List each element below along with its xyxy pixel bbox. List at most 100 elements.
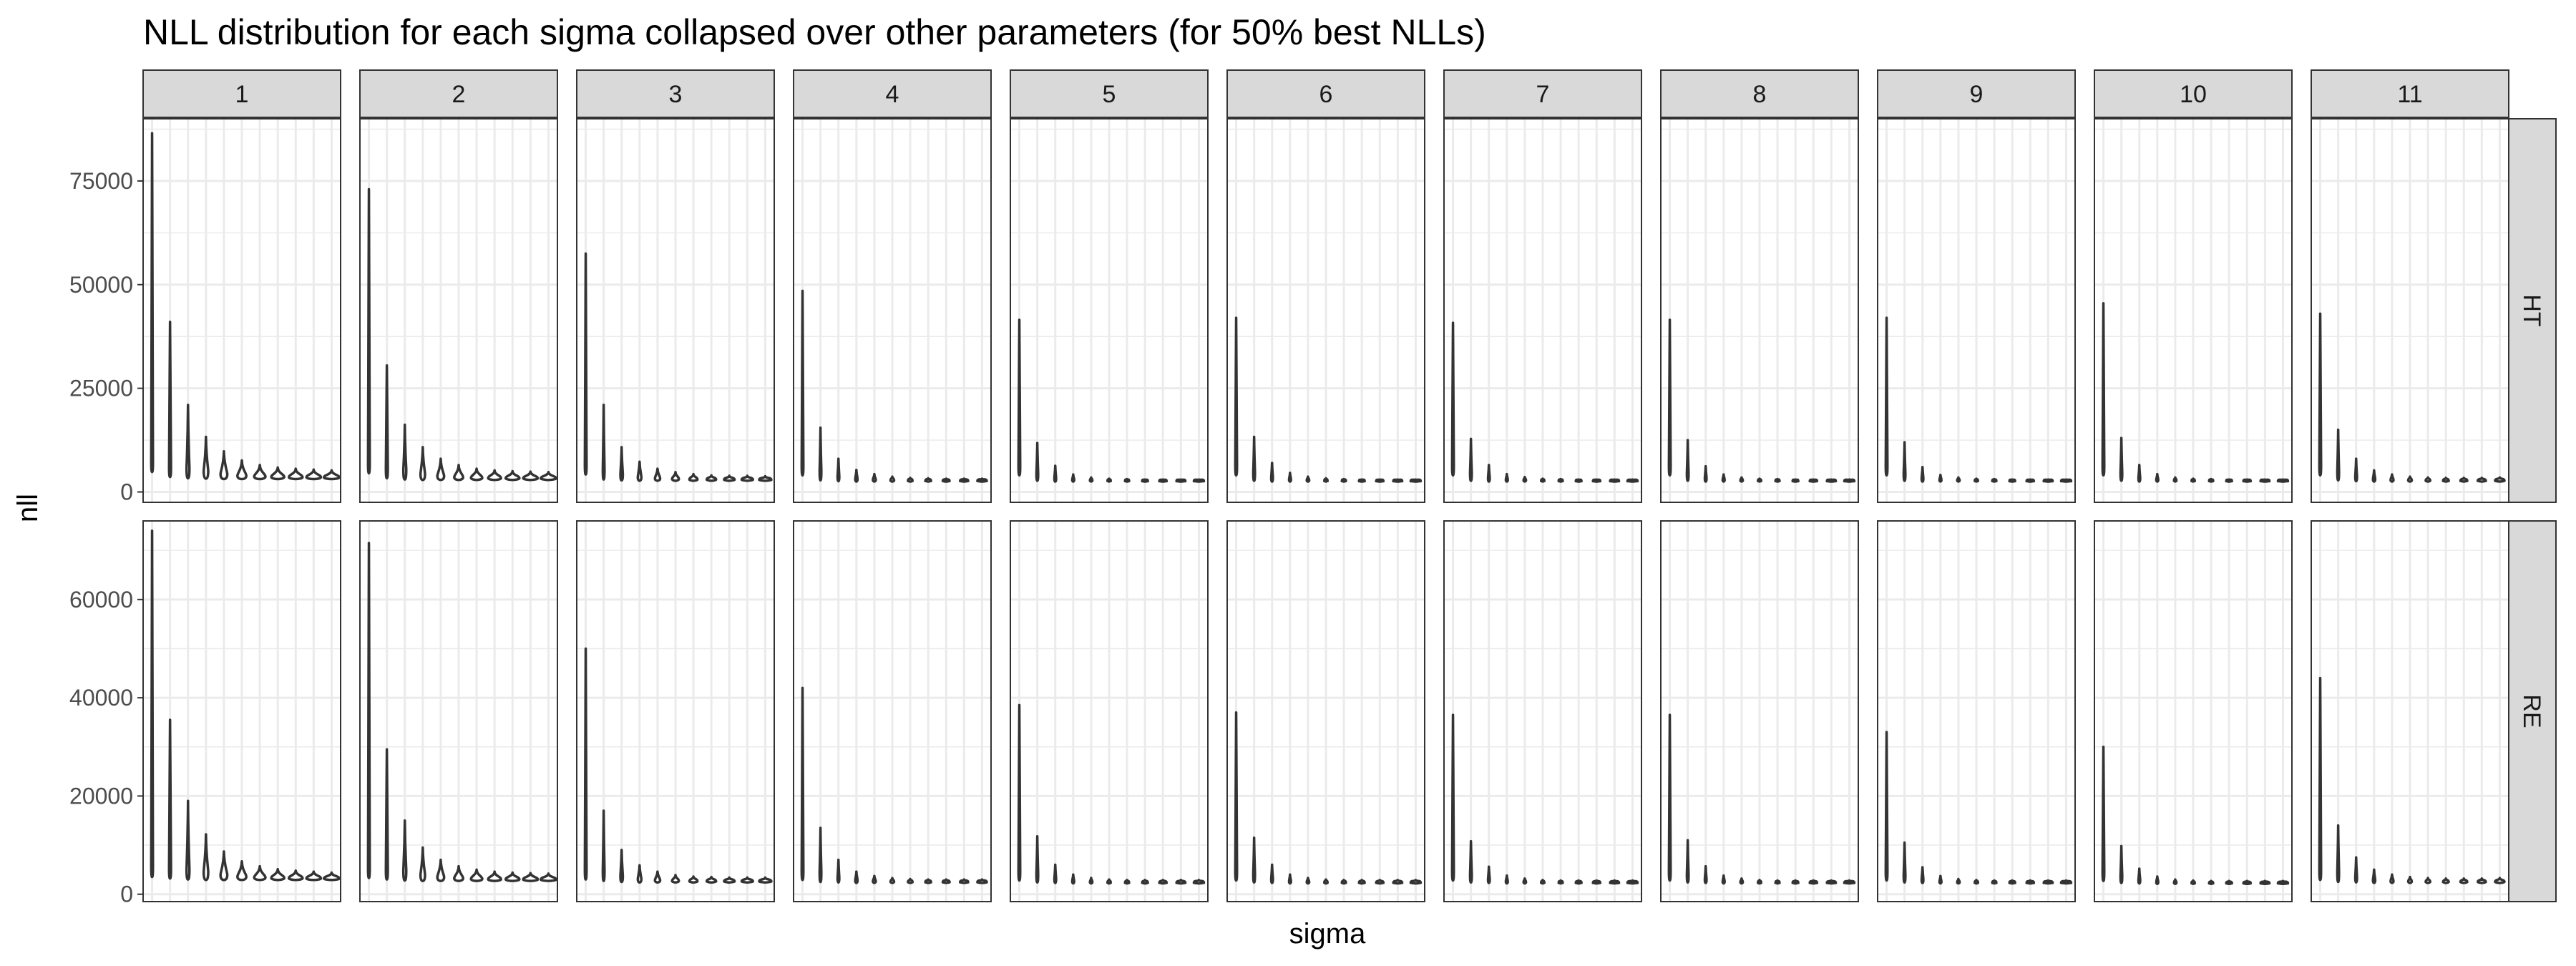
violin [1269, 863, 1274, 884]
panel-border [576, 520, 775, 902]
column-strip [2311, 69, 2509, 118]
violin [287, 467, 304, 481]
violin [539, 872, 557, 882]
violin [1287, 472, 1292, 483]
violin [958, 878, 970, 884]
violin [1667, 713, 1672, 882]
violin [941, 477, 951, 483]
violin [1409, 879, 1423, 885]
violin [1070, 873, 1075, 885]
violin [487, 469, 502, 482]
violin [1626, 478, 1639, 483]
violin [1192, 879, 1206, 885]
violin [2476, 477, 2487, 483]
violin [1574, 478, 1583, 483]
violin [958, 477, 970, 483]
column-strip [576, 69, 775, 118]
panel-border [2311, 118, 2509, 503]
violin [2190, 879, 2197, 886]
violin [1504, 472, 1509, 483]
violin [504, 469, 521, 482]
violin [1123, 879, 1131, 885]
violin [800, 686, 805, 882]
violin [941, 878, 951, 884]
facet-panel [1443, 118, 1642, 503]
violin [2276, 879, 2290, 886]
violin [2318, 676, 2323, 882]
column-strip [359, 69, 558, 118]
y-tick-label: 25000 [69, 376, 133, 401]
violin [1843, 879, 1856, 885]
column-strip-label: 11 [2397, 81, 2422, 108]
violin [1322, 477, 1330, 483]
violin [1053, 464, 1058, 483]
violin [236, 459, 248, 481]
panel-border [1010, 118, 1209, 503]
violin [1667, 318, 1672, 477]
violin [366, 187, 371, 475]
violin [469, 467, 484, 482]
violin [2059, 478, 2073, 483]
violin [401, 423, 408, 481]
violin [2025, 879, 2036, 885]
facet-panel [576, 520, 775, 902]
violin [1739, 877, 1745, 885]
row-strip-label: HT [2518, 294, 2545, 326]
violin [1703, 864, 1708, 884]
violin [1392, 478, 1404, 483]
violin [758, 474, 773, 482]
violin [453, 864, 464, 882]
violin [1539, 879, 1546, 885]
violin [1175, 879, 1187, 885]
violin [836, 858, 841, 884]
panel-border [1226, 520, 1425, 902]
violin [2101, 302, 2106, 477]
violin [583, 647, 588, 881]
facet-grid: 1 2 3 4 5 6 7 8 9 10 11 0 25000 50000 75000 HT 0 20000 400… [69, 69, 2557, 907]
violin [1392, 879, 1404, 885]
violin [1973, 879, 1980, 885]
violin [202, 435, 210, 480]
violin [1017, 703, 1022, 882]
violin [1574, 879, 1583, 885]
row-strip-label: RE [2518, 694, 2545, 728]
violin [2424, 877, 2431, 884]
panel-border [2311, 520, 2509, 902]
violin [2336, 824, 2341, 884]
violin [2259, 478, 2271, 483]
violin [1158, 478, 1169, 483]
violin [1252, 435, 1257, 482]
panel-border [2094, 118, 2293, 503]
violin [1591, 478, 1602, 483]
violin [2336, 428, 2341, 482]
violin [453, 464, 464, 482]
violin [976, 878, 988, 884]
panel-border [359, 520, 558, 902]
violin [401, 819, 408, 882]
violin [384, 364, 389, 480]
column-strip-label: 6 [1319, 81, 1333, 108]
violin [1305, 475, 1311, 483]
column-strip [1010, 69, 1209, 118]
panel-border [1226, 118, 1425, 503]
violin [236, 859, 248, 882]
panel-border [1443, 520, 1642, 902]
violin [1938, 874, 1943, 885]
panel-border [1877, 118, 2076, 503]
violin [1141, 879, 1149, 885]
violin [1269, 462, 1274, 483]
violin [1468, 437, 1473, 482]
violin [1825, 478, 1838, 483]
violin [1956, 877, 1961, 885]
y-tick-label: 50000 [69, 272, 133, 298]
violin [1375, 879, 1385, 885]
violin [1774, 879, 1781, 885]
column-strip [1660, 69, 1859, 118]
violin [1791, 478, 1800, 483]
facet-panel [142, 118, 341, 503]
violin [150, 132, 155, 474]
violin [1070, 473, 1075, 483]
y-tick-label: 20000 [69, 783, 133, 809]
violin [2137, 867, 2142, 885]
violin [2119, 436, 2124, 482]
